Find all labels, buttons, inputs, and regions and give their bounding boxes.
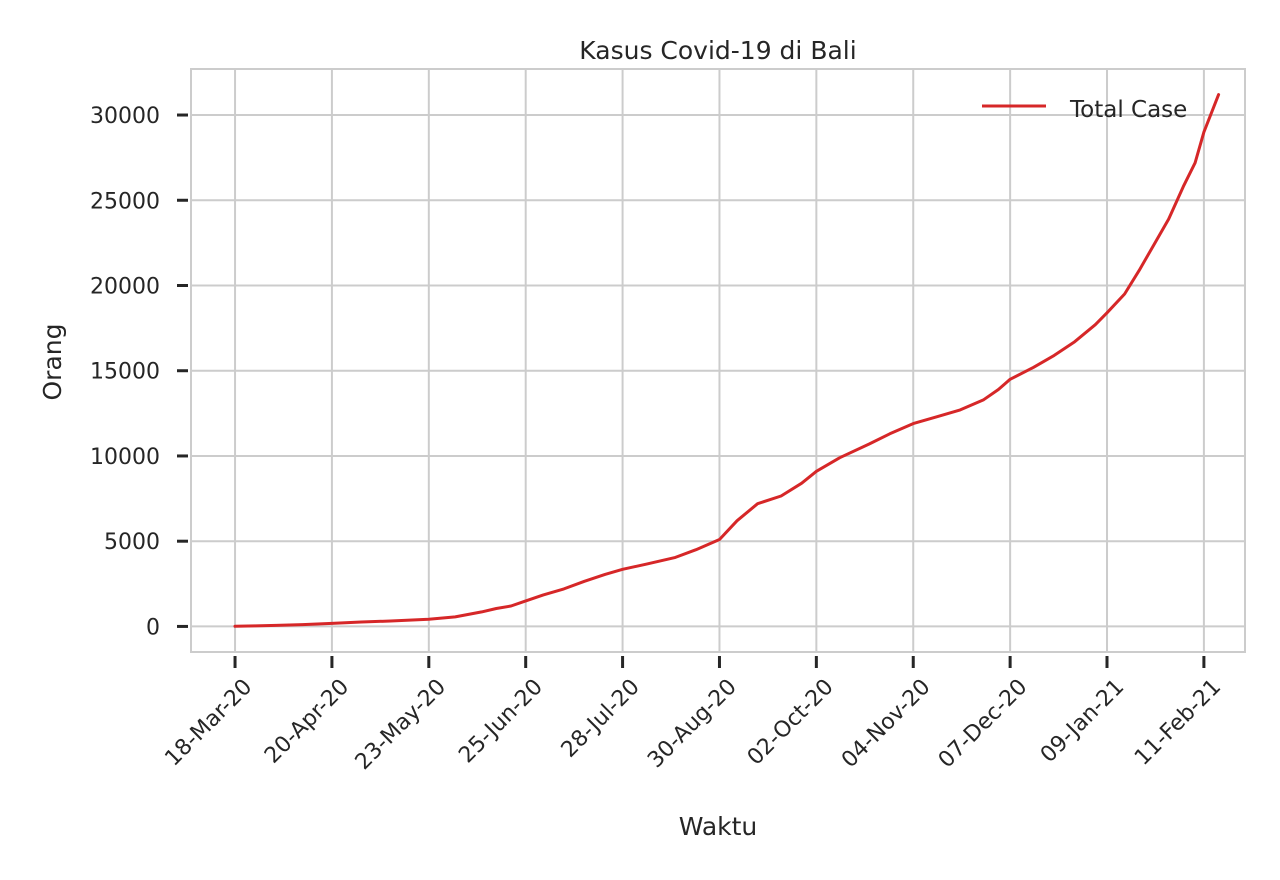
- legend: Total Case: [982, 97, 1187, 123]
- x-axis-label: Waktu: [679, 812, 758, 841]
- y-axis: 0 5000 10000 15000 20000 25000 30000: [90, 104, 188, 640]
- y-tick-label: 15000: [90, 360, 160, 385]
- y-tick-label: 0: [146, 615, 160, 640]
- y-axis-label: Orang: [38, 324, 67, 401]
- series-line-total-case: [233, 93, 1221, 628]
- y-tick-label: 30000: [90, 104, 160, 129]
- y-tick-label: 25000: [90, 189, 160, 214]
- chart-title: Kasus Covid-19 di Bali: [579, 36, 856, 65]
- y-tick-label: 5000: [104, 530, 160, 555]
- plot-frame: [190, 68, 1246, 653]
- y-tick-label: 10000: [90, 445, 160, 470]
- gridlines: [191, 69, 1245, 652]
- legend-label-total-case: Total Case: [1069, 97, 1187, 123]
- y-tick-label: 20000: [90, 274, 160, 299]
